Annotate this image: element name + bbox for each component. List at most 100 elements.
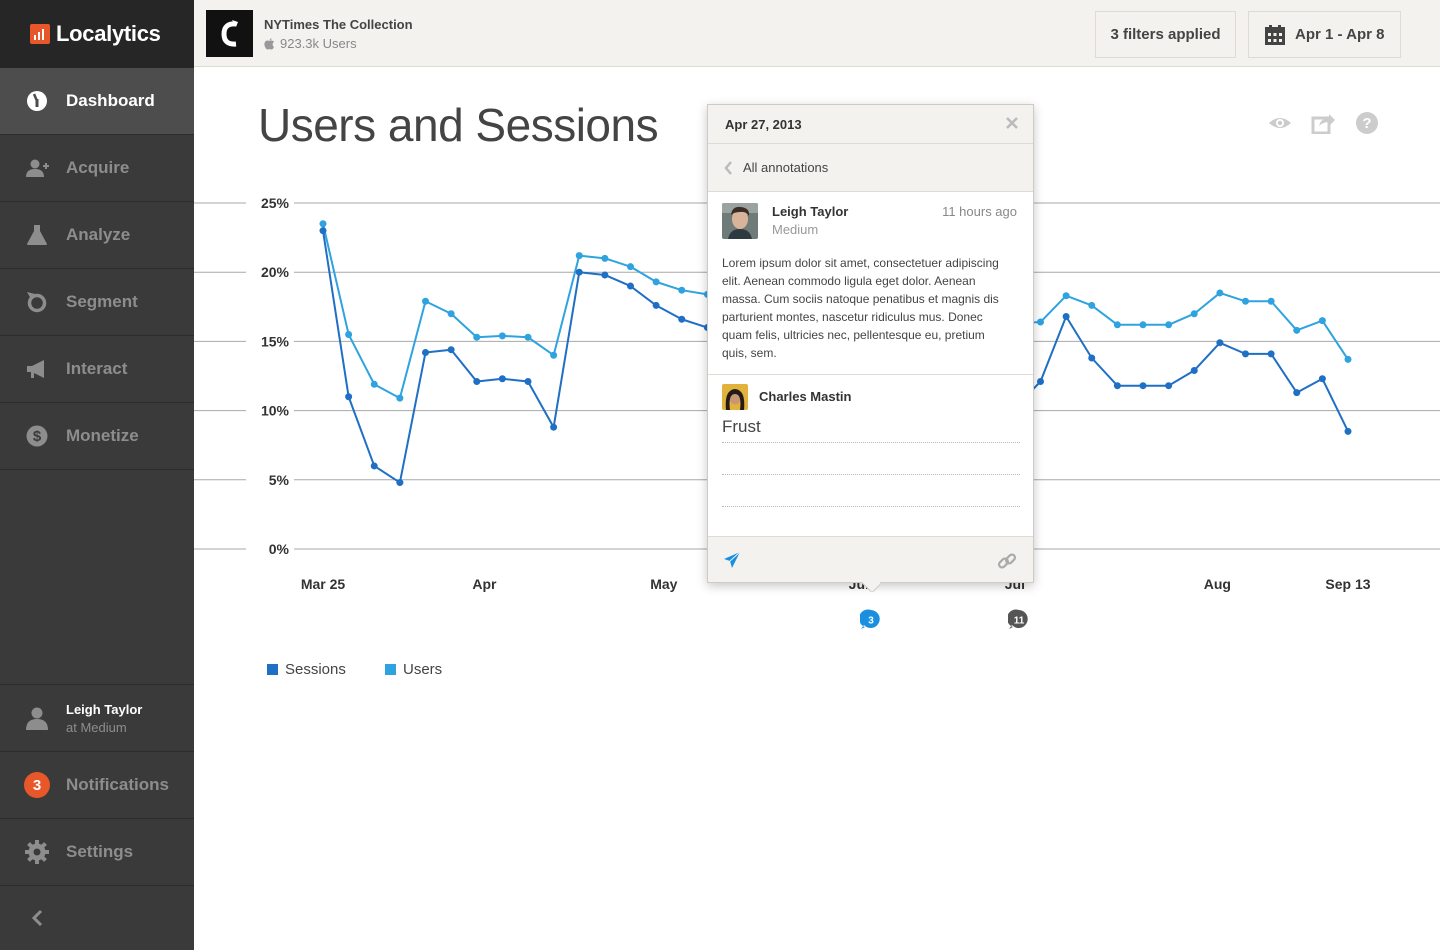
- data-point-sessions[interactable]: [319, 227, 327, 235]
- help-icon[interactable]: ?: [1355, 112, 1379, 134]
- data-point-sessions[interactable]: [1062, 312, 1070, 320]
- input-rule: [722, 474, 1020, 475]
- filters-button[interactable]: 3 filters applied: [1095, 11, 1236, 58]
- data-point-users[interactable]: [601, 254, 609, 262]
- sidebar-item-monetize[interactable]: $ Monetize: [0, 403, 194, 470]
- data-point-sessions[interactable]: [1190, 366, 1198, 374]
- data-point-sessions[interactable]: [1088, 354, 1096, 362]
- localytics-logo-icon: [30, 24, 50, 44]
- data-point-sessions[interactable]: [601, 271, 609, 279]
- data-point-users[interactable]: [1165, 321, 1173, 329]
- send-icon[interactable]: [723, 551, 741, 569]
- data-point-sessions[interactable]: [652, 301, 660, 309]
- annotation-marker[interactable]: 3: [860, 609, 882, 631]
- legend-item-users[interactable]: Users: [385, 661, 442, 678]
- eye-icon[interactable]: [1268, 112, 1292, 134]
- data-point-users[interactable]: [550, 351, 558, 359]
- all-annotations-link[interactable]: All annotations: [708, 144, 1033, 192]
- reply-input[interactable]: [722, 415, 1020, 439]
- sidebar-item-acquire[interactable]: Acquire: [0, 135, 194, 202]
- legend-label: Users: [403, 661, 443, 678]
- data-point-users[interactable]: [1037, 318, 1044, 326]
- data-point-users[interactable]: [652, 278, 660, 286]
- sidebar-item-settings[interactable]: Settings: [0, 818, 194, 885]
- data-point-sessions[interactable]: [447, 346, 455, 354]
- data-point-sessions[interactable]: [1216, 339, 1224, 347]
- data-point-users[interactable]: [678, 286, 686, 294]
- users-sessions-chart: 0%5%10%15%20%25% Mar 25 Apr May Jun Jul Aug Se…: [194, 194, 1440, 592]
- data-point-sessions[interactable]: [575, 268, 583, 276]
- sidebar-item-dashboard[interactable]: Dashboard: [0, 68, 194, 135]
- data-point-sessions[interactable]: [1267, 350, 1275, 358]
- comment-author[interactable]: Leigh Taylor: [772, 204, 849, 219]
- app-logo-icon: [220, 19, 238, 47]
- data-point-sessions[interactable]: [1037, 378, 1044, 386]
- app-logo[interactable]: [206, 10, 253, 57]
- sidebar-item-notifications[interactable]: 3 Notifications: [0, 751, 194, 818]
- data-point-sessions[interactable]: [1165, 382, 1173, 390]
- data-point-users[interactable]: [1216, 289, 1224, 297]
- data-point-sessions[interactable]: [422, 348, 429, 356]
- data-point-sessions[interactable]: [524, 378, 532, 386]
- sidebar-item-analyze[interactable]: Analyze: [0, 202, 194, 269]
- data-point-sessions[interactable]: [1242, 350, 1249, 358]
- data-point-users[interactable]: [627, 263, 634, 271]
- data-point-sessions[interactable]: [1293, 389, 1301, 397]
- data-point-sessions[interactable]: [345, 393, 353, 401]
- data-point-users[interactable]: [1113, 321, 1121, 329]
- data-point-users[interactable]: [370, 380, 378, 388]
- sidebar-item-label: Interact: [66, 359, 128, 378]
- data-point-users[interactable]: [447, 310, 455, 318]
- data-point-users[interactable]: [498, 332, 506, 340]
- collapse-sidebar-button[interactable]: [0, 885, 194, 950]
- data-point-users[interactable]: [1190, 310, 1198, 318]
- data-point-users[interactable]: [1242, 297, 1249, 305]
- data-point-users[interactable]: [1344, 355, 1352, 363]
- data-point-users[interactable]: [319, 220, 327, 228]
- chevron-left-icon: [724, 160, 732, 175]
- data-point-users[interactable]: [1318, 317, 1326, 325]
- data-point-sessions[interactable]: [1113, 382, 1121, 390]
- dollar-icon: $: [24, 423, 50, 449]
- data-point-users[interactable]: [1293, 326, 1301, 334]
- data-point-users[interactable]: [575, 252, 583, 260]
- data-point-users[interactable]: [524, 333, 532, 341]
- user-profile[interactable]: Leigh Taylor at Medium: [0, 684, 194, 751]
- data-point-sessions[interactable]: [627, 282, 634, 290]
- user-name: Leigh Taylor: [66, 701, 143, 717]
- data-point-users[interactable]: [1139, 321, 1147, 329]
- data-point-sessions[interactable]: [678, 315, 686, 323]
- close-icon[interactable]: [1005, 116, 1019, 130]
- data-point-sessions[interactable]: [1318, 375, 1326, 383]
- data-point-sessions[interactable]: [498, 375, 506, 383]
- data-point-sessions[interactable]: [550, 423, 558, 431]
- data-point-users[interactable]: [422, 297, 429, 305]
- share-icon[interactable]: [1311, 112, 1335, 134]
- data-point-sessions[interactable]: [1344, 427, 1352, 435]
- localytics-logo[interactable]: Localytics: [0, 0, 194, 68]
- date-range-button[interactable]: Apr 1 - Apr 8: [1248, 11, 1401, 58]
- sidebar-item-segment[interactable]: Segment: [0, 269, 194, 336]
- legend-item-sessions[interactable]: Sessions: [267, 661, 346, 678]
- data-point-users[interactable]: [1062, 292, 1070, 300]
- data-point-sessions[interactable]: [396, 479, 404, 487]
- annotation-marker[interactable]: 11: [1008, 609, 1030, 631]
- dashboard-icon: [24, 88, 50, 114]
- data-point-sessions[interactable]: [473, 378, 481, 386]
- link-icon[interactable]: [997, 551, 1017, 571]
- annotation-bubble-icon: [860, 609, 880, 629]
- user-org: at Medium: [66, 719, 127, 735]
- app-users: 923.3k Users: [264, 36, 357, 51]
- data-point-users[interactable]: [1267, 297, 1275, 305]
- y-tick-label: 0%: [269, 541, 290, 557]
- data-point-users[interactable]: [1088, 301, 1096, 309]
- sidebar-item-interact[interactable]: Interact: [0, 336, 194, 403]
- data-point-users[interactable]: [473, 333, 481, 341]
- comment-org: Medium: [772, 222, 819, 237]
- y-tick-label: 10%: [261, 403, 290, 419]
- data-point-sessions[interactable]: [1139, 382, 1147, 390]
- data-point-users[interactable]: [345, 330, 353, 338]
- data-point-sessions[interactable]: [370, 462, 378, 470]
- annotation-count: 3: [868, 616, 874, 627]
- data-point-users[interactable]: [396, 394, 404, 402]
